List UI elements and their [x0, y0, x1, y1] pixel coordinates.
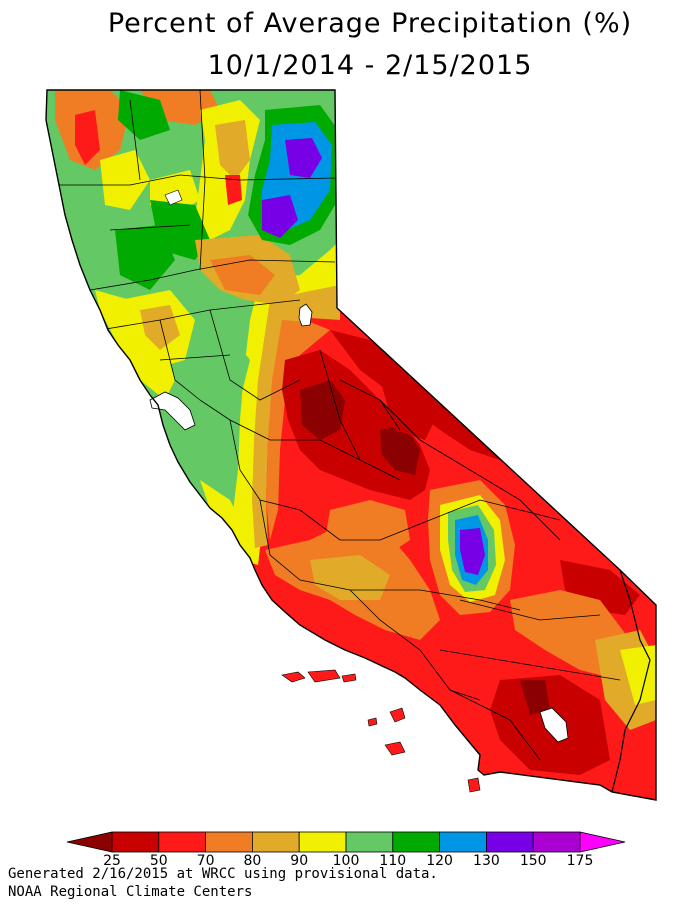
legend-arrow-high: [579, 831, 626, 853]
legend-arrow-low: [66, 831, 113, 853]
legend-swatch: [158, 831, 207, 853]
legend-tick-label: 100: [333, 853, 360, 868]
legend-tick-label: 130: [473, 853, 500, 868]
california-outline: [45, 89, 657, 801]
county-boundaries: [47, 90, 621, 761]
legend-swatch: [298, 831, 347, 853]
legend-tick-label: 80: [243, 853, 261, 868]
legend-tick-label: 90: [290, 853, 308, 868]
map-date-range: 10/1/2014 - 2/15/2015: [207, 50, 533, 81]
legend-swatch: [439, 831, 487, 853]
precipitation-map: [45, 89, 657, 801]
legend-swatch: [345, 831, 394, 853]
map-title: Percent of Average Precipitation (%): [107, 8, 633, 39]
legend-tick-label: 110: [379, 853, 406, 868]
legend-swatch: [111, 831, 160, 853]
legend-swatch: [251, 831, 300, 853]
legend-tick-label: 175: [567, 853, 594, 868]
footer-generated: Generated 2/16/2015 at WRCC using provis…: [8, 866, 438, 882]
precipitation-legend: 25 50 70 80 90 100 110 120 130 150 175: [66, 831, 626, 868]
precip-color-field: [46, 90, 656, 800]
legend-swatch: [392, 831, 440, 853]
legend-swatch: [532, 831, 581, 853]
lake-tahoe: [298, 303, 313, 327]
legend-swatch: [485, 831, 534, 853]
legend-tick-label: 150: [520, 853, 547, 868]
legend-tick-label: 120: [426, 853, 453, 868]
legend-tick-label: 25: [103, 853, 121, 868]
legend-tick-label: 70: [197, 853, 215, 868]
legend-swatch: [205, 831, 253, 853]
channel-islands: [281, 669, 481, 793]
legend-tick-label: 50: [150, 853, 168, 868]
footer-source: NOAA Regional Climate Centers: [8, 884, 253, 900]
salton-sea: [539, 707, 569, 743]
